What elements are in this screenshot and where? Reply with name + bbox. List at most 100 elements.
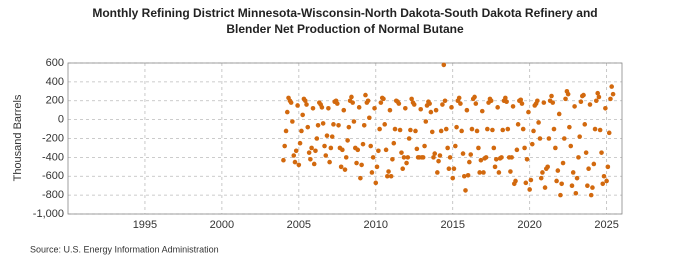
point xyxy=(292,159,298,165)
point xyxy=(568,143,574,149)
point xyxy=(492,164,498,170)
point xyxy=(596,94,602,100)
point xyxy=(383,147,389,153)
point xyxy=(405,155,411,160)
point xyxy=(468,152,474,157)
point xyxy=(510,104,516,109)
point xyxy=(361,122,367,128)
point xyxy=(581,92,586,98)
point xyxy=(390,156,395,162)
point xyxy=(563,96,568,102)
point xyxy=(365,98,371,104)
point xyxy=(567,124,572,130)
point xyxy=(295,103,300,108)
point xyxy=(400,166,406,171)
point xyxy=(526,109,531,115)
point xyxy=(385,173,390,179)
point xyxy=(574,175,580,181)
point xyxy=(591,161,597,167)
point xyxy=(335,101,340,106)
point xyxy=(367,115,372,121)
point xyxy=(438,128,444,134)
point xyxy=(391,140,397,146)
x-tick-label: 2005 xyxy=(287,219,311,231)
point xyxy=(326,106,331,111)
point xyxy=(473,101,479,106)
point xyxy=(433,107,439,113)
point xyxy=(376,148,381,154)
point xyxy=(288,100,294,105)
point xyxy=(345,138,350,143)
point xyxy=(474,128,480,134)
x-tick-label: 1995 xyxy=(133,219,157,231)
point xyxy=(436,158,441,164)
point xyxy=(291,153,297,158)
point xyxy=(578,99,584,104)
point xyxy=(569,183,575,188)
point xyxy=(311,161,317,167)
point xyxy=(360,141,366,147)
point xyxy=(355,147,361,153)
point xyxy=(469,126,475,132)
point xyxy=(463,188,468,193)
point xyxy=(606,130,612,136)
point xyxy=(524,156,530,162)
point xyxy=(488,98,494,104)
point xyxy=(553,145,558,151)
point xyxy=(540,170,545,175)
point xyxy=(577,134,582,139)
y-tick-label: 400 xyxy=(46,76,64,88)
point xyxy=(449,105,454,110)
point xyxy=(447,155,453,160)
point xyxy=(442,98,448,104)
point xyxy=(477,170,482,175)
point xyxy=(537,136,543,141)
point xyxy=(420,155,426,160)
y-tick-label: -400 xyxy=(42,151,64,163)
point xyxy=(608,96,613,102)
point xyxy=(453,143,458,149)
y-tick-label: -800 xyxy=(42,189,64,201)
point xyxy=(441,62,447,68)
point xyxy=(601,173,607,179)
point xyxy=(336,122,341,128)
point xyxy=(313,148,318,154)
point xyxy=(428,109,434,115)
y-tick-label: 0 xyxy=(58,114,64,126)
point xyxy=(378,100,384,105)
point xyxy=(586,166,591,171)
point xyxy=(541,100,547,105)
point xyxy=(476,145,481,151)
point xyxy=(478,157,484,163)
point xyxy=(386,169,391,174)
x-tick-label: 2000 xyxy=(210,219,234,231)
point xyxy=(411,102,417,107)
point xyxy=(396,101,402,106)
point xyxy=(397,127,403,133)
point xyxy=(550,100,556,105)
point xyxy=(418,106,424,112)
point xyxy=(445,145,450,151)
point xyxy=(546,136,552,141)
point xyxy=(603,106,608,111)
x-tick-label: 2020 xyxy=(517,219,541,231)
point xyxy=(368,143,373,149)
point xyxy=(377,126,382,132)
point xyxy=(504,99,509,104)
y-tick-label: 600 xyxy=(46,57,64,69)
point xyxy=(359,162,364,168)
point xyxy=(509,155,514,160)
point xyxy=(483,155,489,160)
point xyxy=(408,127,413,133)
point xyxy=(409,96,414,102)
point xyxy=(310,106,316,111)
point xyxy=(388,173,394,179)
point xyxy=(576,155,581,160)
point xyxy=(323,153,329,158)
point xyxy=(570,170,576,175)
point xyxy=(350,100,355,105)
y-axis-label: Thousand Barrels xyxy=(12,94,24,181)
point xyxy=(327,159,332,165)
chart-title: Blender Net Production of Normal Butane xyxy=(226,22,464,36)
